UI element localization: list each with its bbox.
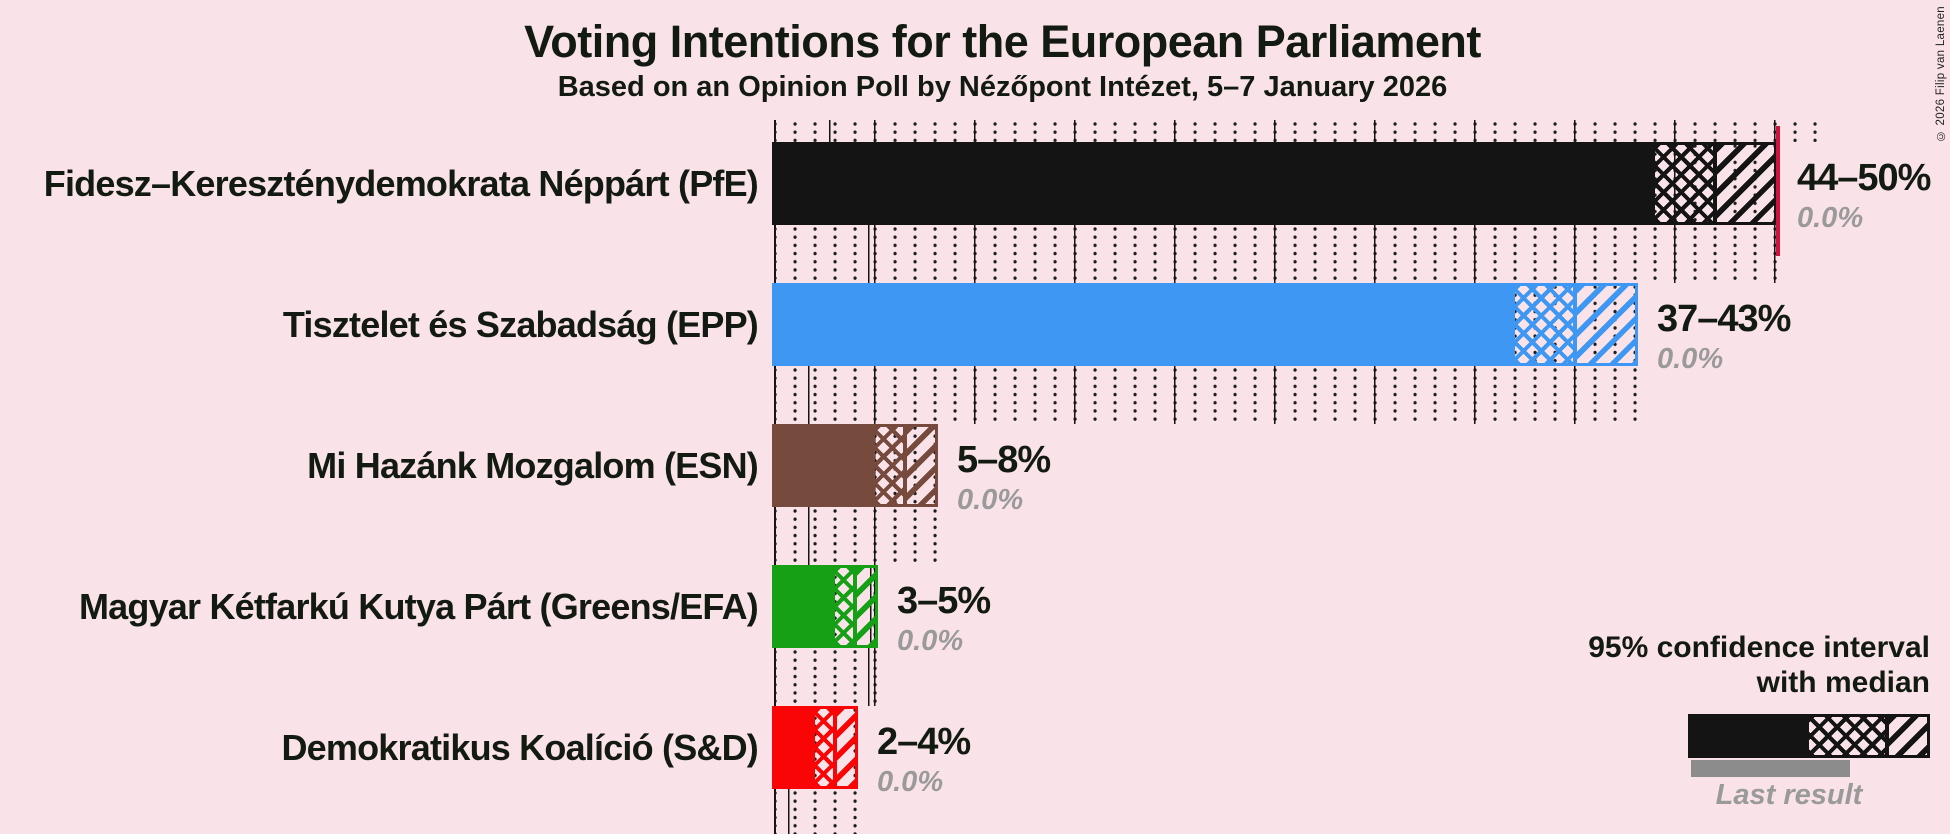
ci-range-label: 5–8% [957,439,1051,481]
legend-last-result-label: Last result [1715,779,1863,811]
legend-caption-line2: with median [1756,666,1930,700]
bar-median-line [853,568,857,645]
gridlines-gap-2 [775,507,941,565]
legend-median-line [1885,717,1889,755]
bar-1 [772,283,1638,366]
last-result-value: 0.0% [957,483,1024,516]
legend-ci-sample-bar [1688,714,1930,758]
bar-diagonal-segment [1577,286,1635,363]
legend-last-result-bar [1691,760,1850,777]
ci-range-label: 2–4% [877,721,971,763]
bar-diagonal-segment [1717,145,1775,222]
gridlines-gap-3 [775,648,881,706]
bar-crosshatch-segment [1515,286,1573,363]
party-label: Mi Hazánk Mozgalom (ESN) [307,444,759,486]
bar-diagonal-segment [857,568,875,645]
bar-solid-segment [775,568,835,645]
bar-median-line [833,709,837,786]
legend-caption: 95% confidence interval with median [1330,630,1930,700]
bar-0 [772,142,1778,225]
bar-2 [772,424,938,507]
bar-crosshatch-segment [815,709,833,786]
gridlines-gap-0 [775,225,1781,283]
legend-solid-segment [1691,717,1809,755]
last-result-value: 0.0% [877,765,944,798]
party-label: Fidesz–Kereszténydemokrata Néppárt (PfE) [43,162,759,204]
ci-range-label: 44–50% [1797,157,1931,199]
bar-crosshatch-segment [875,427,903,504]
value-labels-4: 2–4% 0.0% [877,720,971,798]
bar-diagonal-segment [837,709,855,786]
value-labels-0: 44–50% 0.0% [1797,156,1931,234]
value-labels-2: 5–8% 0.0% [957,438,1051,516]
majority-line [1776,126,1780,256]
gridlines-gap-4 [775,789,861,834]
bar-4 [772,706,858,789]
copyright-note: © 2026 Filip van Laenen [1935,6,1947,142]
value-labels-3: 3–5% 0.0% [897,579,991,657]
last-result-value: 0.0% [897,624,964,657]
bar-crosshatch-segment [835,568,853,645]
bar-solid-segment [775,427,875,504]
ci-range-label: 3–5% [897,580,991,622]
chart-title: Voting Intentions for the European Parli… [524,16,1481,67]
party-label: Tisztelet és Szabadság (EPP) [282,303,759,345]
bar-3 [772,565,878,648]
gridlines-gap-1 [775,366,1641,424]
bar-median-line [1573,286,1577,363]
value-labels-1: 37–43% 0.0% [1657,297,1791,375]
legend-diagonal-segment [1889,717,1927,755]
legend-crosshatch-segment [1809,717,1885,755]
bar-solid-segment [775,709,815,786]
party-label: Demokratikus Koalíció (S&D) [281,726,758,768]
party-label: Magyar Kétfarkú Kutya Párt (Greens/EFA) [78,585,759,627]
last-result-value: 0.0% [1657,342,1724,375]
top-tick-axis [775,120,1820,142]
bar-solid-segment [775,286,1515,363]
chart-subtitle: Based on an Opinion Poll by Nézőpont Int… [557,71,1448,103]
bar-solid-segment [775,145,1655,222]
bar-diagonal-segment [907,427,935,504]
ci-range-label: 37–43% [1657,298,1791,340]
bar-crosshatch-segment [1655,145,1713,222]
bar-median-line [903,427,907,504]
bar-median-line [1713,145,1717,222]
last-result-value: 0.0% [1797,201,1864,234]
legend-caption-line1: 95% confidence interval [1588,631,1930,664]
